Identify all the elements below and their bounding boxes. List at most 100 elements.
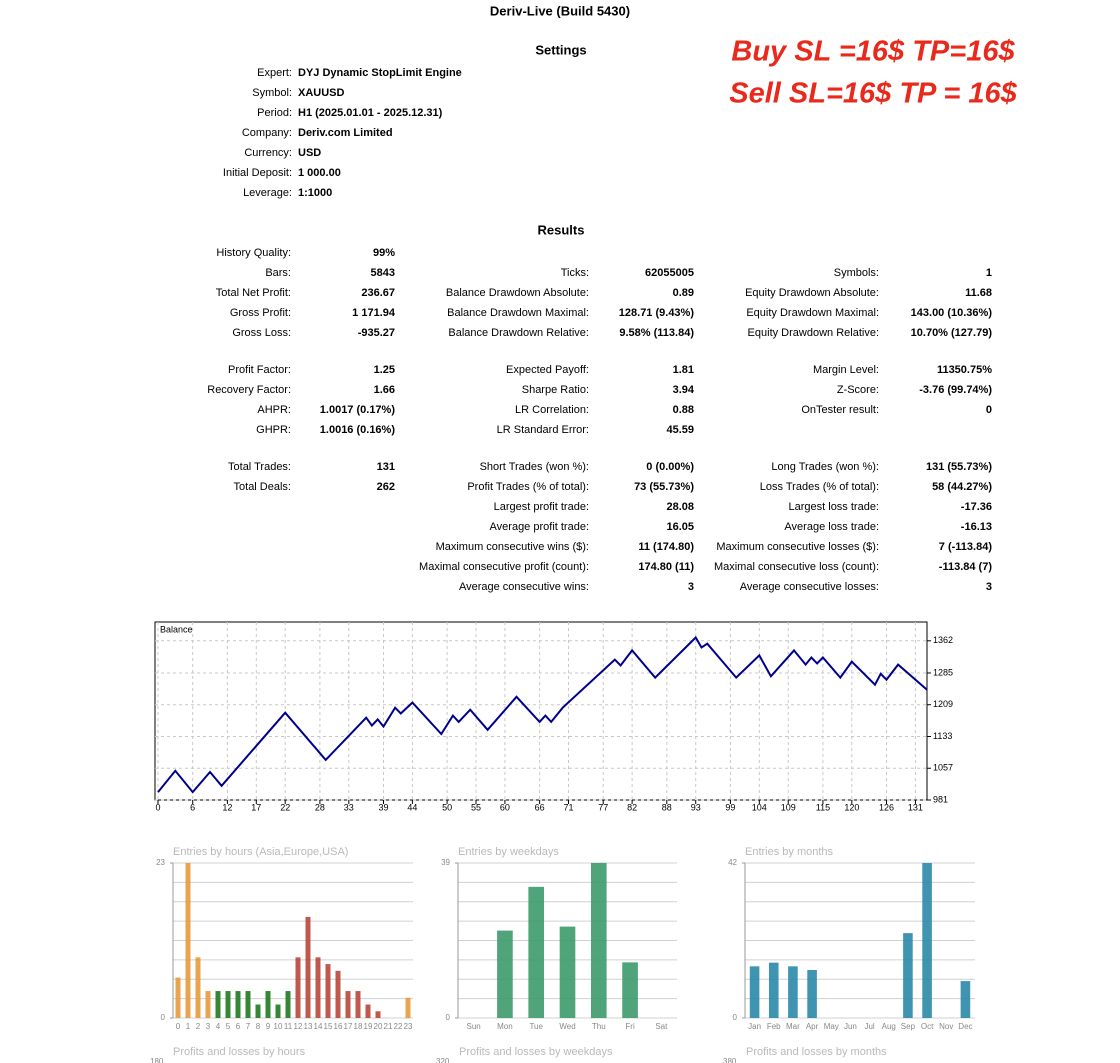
x-tick-label: Thu — [592, 1022, 606, 1031]
result-value: -17.36 — [961, 501, 992, 513]
y-tick-label: 23 — [156, 858, 165, 867]
result-label: Maximal consecutive loss (count): — [714, 561, 879, 573]
result-value: 7 (-113.84) — [939, 541, 993, 553]
result-label: Long Trades (won %): — [771, 461, 879, 473]
x-tick-label: 44 — [407, 802, 417, 812]
x-tick-label: 126 — [879, 802, 894, 812]
x-tick-label: 50 — [442, 802, 452, 812]
x-tick-label: Apr — [806, 1022, 819, 1031]
result-value: 0 (0.00%) — [646, 461, 694, 473]
bar — [225, 991, 231, 1018]
bar — [622, 962, 638, 1018]
panel-title: Profits and losses by hours — [173, 1046, 306, 1058]
x-tick-label: Nov — [939, 1022, 953, 1031]
setting-value: 1:1000 — [298, 187, 332, 199]
result-label: Average consecutive wins: — [459, 581, 589, 593]
x-tick-label: 21 — [384, 1022, 393, 1031]
result-value: 1 — [986, 267, 992, 279]
result-label: OnTester result: — [801, 404, 879, 416]
bar — [590, 863, 607, 1018]
x-tick-label: Jan — [748, 1022, 761, 1031]
x-tick-label: Wed — [559, 1022, 575, 1031]
result-label: Largest profit trade: — [494, 501, 589, 513]
result-value: 58 (44.27%) — [932, 481, 992, 493]
bar — [355, 991, 361, 1018]
result-value: 3 — [688, 581, 694, 593]
report-title: Deriv-Live (Build 5430) — [490, 3, 630, 18]
x-tick-label: Sep — [901, 1022, 916, 1031]
result-value: 99% — [373, 247, 395, 259]
x-tick-label: 77 — [598, 802, 608, 812]
x-tick-label: 19 — [364, 1022, 373, 1031]
chart-title: Balance — [160, 624, 193, 634]
result-value: 1.0016 (0.16%) — [320, 424, 396, 436]
x-tick-label: Feb — [767, 1022, 781, 1031]
y-tick-label: 0 — [733, 1013, 738, 1022]
result-label: Total Deals: — [234, 481, 291, 493]
y-tick-label: 0 — [446, 1013, 451, 1022]
result-label: Margin Level: — [813, 364, 879, 376]
x-tick-label: 12 — [294, 1022, 303, 1031]
result-value: 62055005 — [645, 267, 694, 279]
bar — [245, 991, 251, 1018]
result-value: 128.71 (9.43%) — [619, 307, 695, 319]
bar — [807, 970, 817, 1018]
result-value: 11 (174.80) — [638, 541, 694, 553]
result-value: -935.27 — [358, 327, 395, 339]
setting-value: 1 000.00 — [298, 167, 341, 179]
chart-title: Entries by months — [745, 846, 834, 858]
x-tick-label: 109 — [781, 802, 796, 812]
setting-value: Deriv.com Limited — [298, 127, 393, 139]
result-label: Recovery Factor: — [207, 384, 291, 396]
result-value: 131 (55.73%) — [926, 461, 992, 473]
result-label: Balance Drawdown Maximal: — [447, 307, 589, 319]
result-label: Largest loss trade: — [789, 501, 880, 513]
bar — [345, 991, 351, 1018]
x-tick-label: Tue — [529, 1022, 543, 1031]
y-tick-label: 0 — [161, 1013, 166, 1022]
bar — [768, 962, 779, 1018]
setting-label: Currency: — [244, 147, 292, 159]
result-value: 73 (55.73%) — [634, 481, 694, 493]
x-tick-label: 17 — [251, 802, 261, 812]
bar — [315, 957, 321, 1018]
result-value: -3.76 (99.74%) — [919, 384, 992, 396]
y-tick-label: 1057 — [933, 763, 953, 773]
x-tick-label: 28 — [315, 802, 325, 812]
x-tick-label: 23 — [404, 1022, 413, 1031]
x-tick-label: 12 — [222, 802, 232, 812]
chart-title: Entries by weekdays — [458, 846, 559, 858]
result-label: Loss Trades (% of total): — [760, 481, 879, 493]
result-value: 3.94 — [673, 384, 695, 396]
bar — [335, 970, 341, 1018]
x-tick-label: 9 — [266, 1022, 271, 1031]
result-label: Total Net Profit: — [216, 287, 291, 299]
x-tick-label: Fri — [625, 1022, 635, 1031]
result-value: 174.80 (11) — [638, 561, 694, 573]
annotation: Buy SL =16$ TP=16$ — [731, 36, 1015, 68]
bar — [305, 916, 311, 1018]
result-label: Maximal consecutive profit (count): — [419, 561, 589, 573]
result-label: Z-Score: — [837, 384, 879, 396]
x-tick-label: 99 — [725, 802, 735, 812]
y-tick-label: 1285 — [933, 667, 953, 677]
setting-label: Initial Deposit: — [223, 167, 292, 179]
bar — [960, 981, 971, 1018]
y-tick-label: 39 — [441, 858, 450, 867]
result-label: History Quality: — [216, 247, 291, 259]
x-tick-label: 120 — [844, 802, 859, 812]
result-label: Equity Drawdown Relative: — [748, 327, 879, 339]
result-label: Maximum consecutive losses ($): — [716, 541, 879, 553]
y-tick-label: 1133 — [933, 731, 952, 741]
result-label: LR Standard Error: — [497, 424, 589, 436]
x-tick-label: Jun — [844, 1022, 857, 1031]
panel-tick: 320 — [436, 1057, 450, 1063]
x-tick-label: 131 — [908, 802, 923, 812]
result-value: 143.00 (10.36%) — [911, 307, 993, 319]
result-value: 1 171.94 — [352, 307, 396, 319]
result-value: 28.08 — [666, 501, 694, 513]
result-value: 131 — [377, 461, 395, 473]
bar — [175, 977, 181, 1018]
x-tick-label: 10 — [274, 1022, 283, 1031]
